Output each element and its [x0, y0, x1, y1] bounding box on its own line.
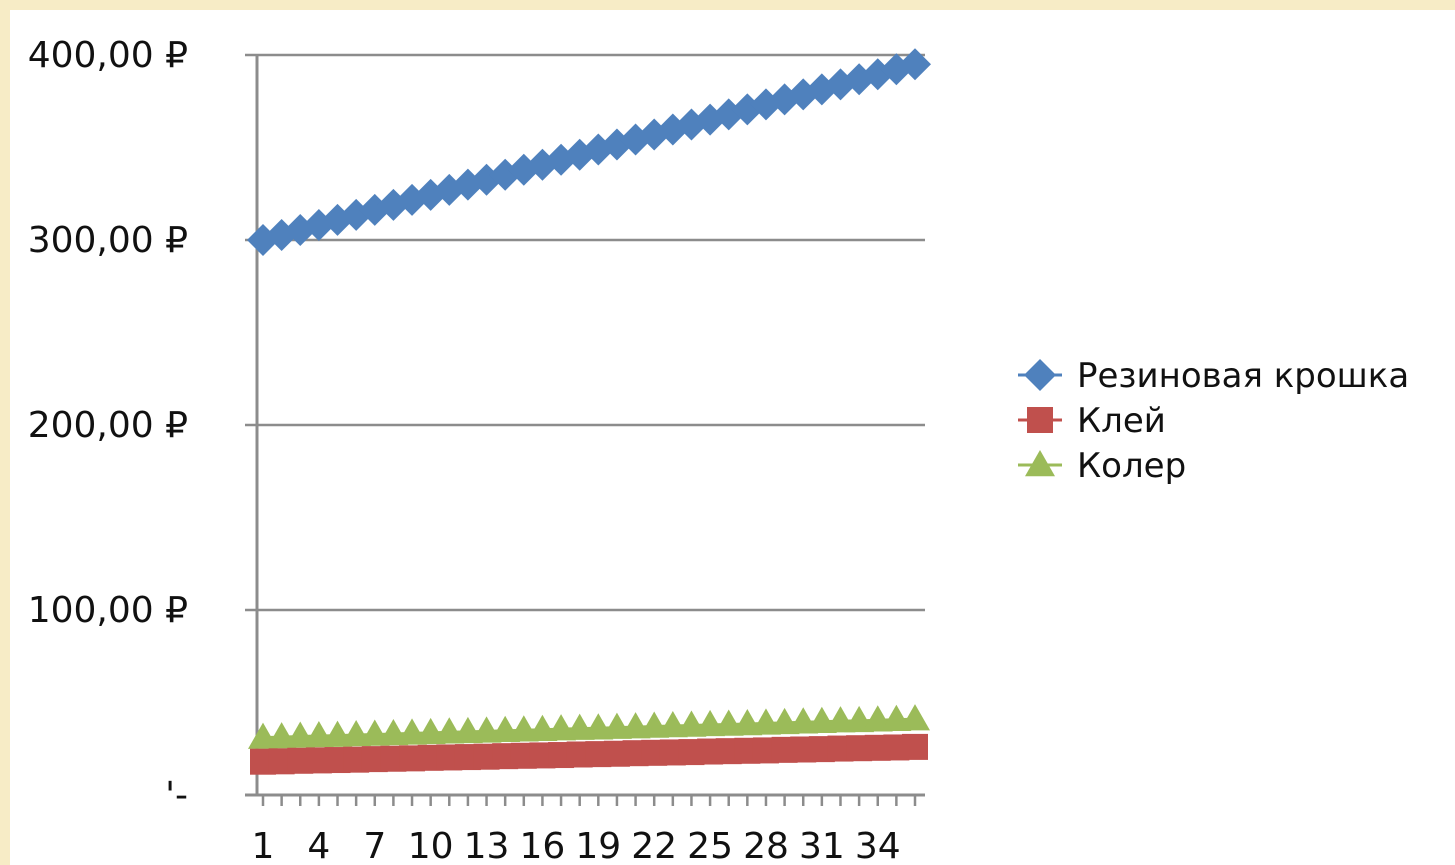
axes: [245, 55, 925, 806]
series-square: [250, 733, 928, 775]
legend-item: Резиновая крошка: [1018, 356, 1409, 396]
legend-label: Клей: [1077, 401, 1166, 441]
x-tick-label: 34: [855, 826, 901, 865]
grid-lines: [245, 53, 925, 612]
series-markers: [247, 48, 931, 775]
legend-label: Резиновая крошка: [1077, 356, 1409, 396]
x-tick-label: 28: [743, 826, 789, 865]
y-tick-label: 400,00 ₽: [28, 35, 188, 76]
series-triangle: [248, 704, 930, 749]
legend-label: Колер: [1077, 446, 1186, 486]
legend-item: Клей: [1018, 401, 1166, 441]
data-point-triangle: [900, 704, 930, 731]
legend-marker-diamond: [1024, 359, 1056, 391]
line-chart: '- 100,00 ₽ 200,00 ₽ 300,00 ₽ 400,00 ₽ 1 4 7 10 1…: [28, 35, 1409, 865]
y-tick-label: 300,00 ₽: [28, 220, 188, 261]
legend-marker-triangle: [1025, 450, 1055, 477]
y-tick-label: 200,00 ₽: [28, 405, 188, 446]
series-diamond: [247, 48, 931, 256]
x-tick-label: 31: [799, 826, 845, 865]
data-point-square: [902, 733, 928, 760]
x-tick-label: 13: [464, 826, 510, 865]
x-tick-label: 4: [307, 826, 330, 865]
x-tick-label: 7: [363, 826, 386, 865]
x-tick-label: 19: [575, 826, 621, 865]
y-tick-label: 100,00 ₽: [28, 590, 188, 631]
data-point-diamond: [899, 48, 931, 81]
legend: Резиновая крошка Клей Колер: [1018, 356, 1409, 486]
x-tick-label: 25: [687, 826, 733, 865]
x-tick-label: 22: [631, 826, 677, 865]
x-tick-label: 10: [408, 826, 454, 865]
x-tick-label: 16: [520, 826, 566, 865]
legend-marker-square: [1027, 407, 1053, 433]
legend-item: Колер: [1018, 446, 1186, 486]
chart-frame: '- 100,00 ₽ 200,00 ₽ 300,00 ₽ 400,00 ₽ 1 4 7 10 1…: [10, 10, 1455, 865]
x-tick-label: 1: [252, 826, 275, 865]
y-tick-label: '-: [165, 775, 188, 816]
tick-labels: '- 100,00 ₽ 200,00 ₽ 300,00 ₽ 400,00 ₽ 1 4 7 10 1…: [28, 35, 901, 865]
